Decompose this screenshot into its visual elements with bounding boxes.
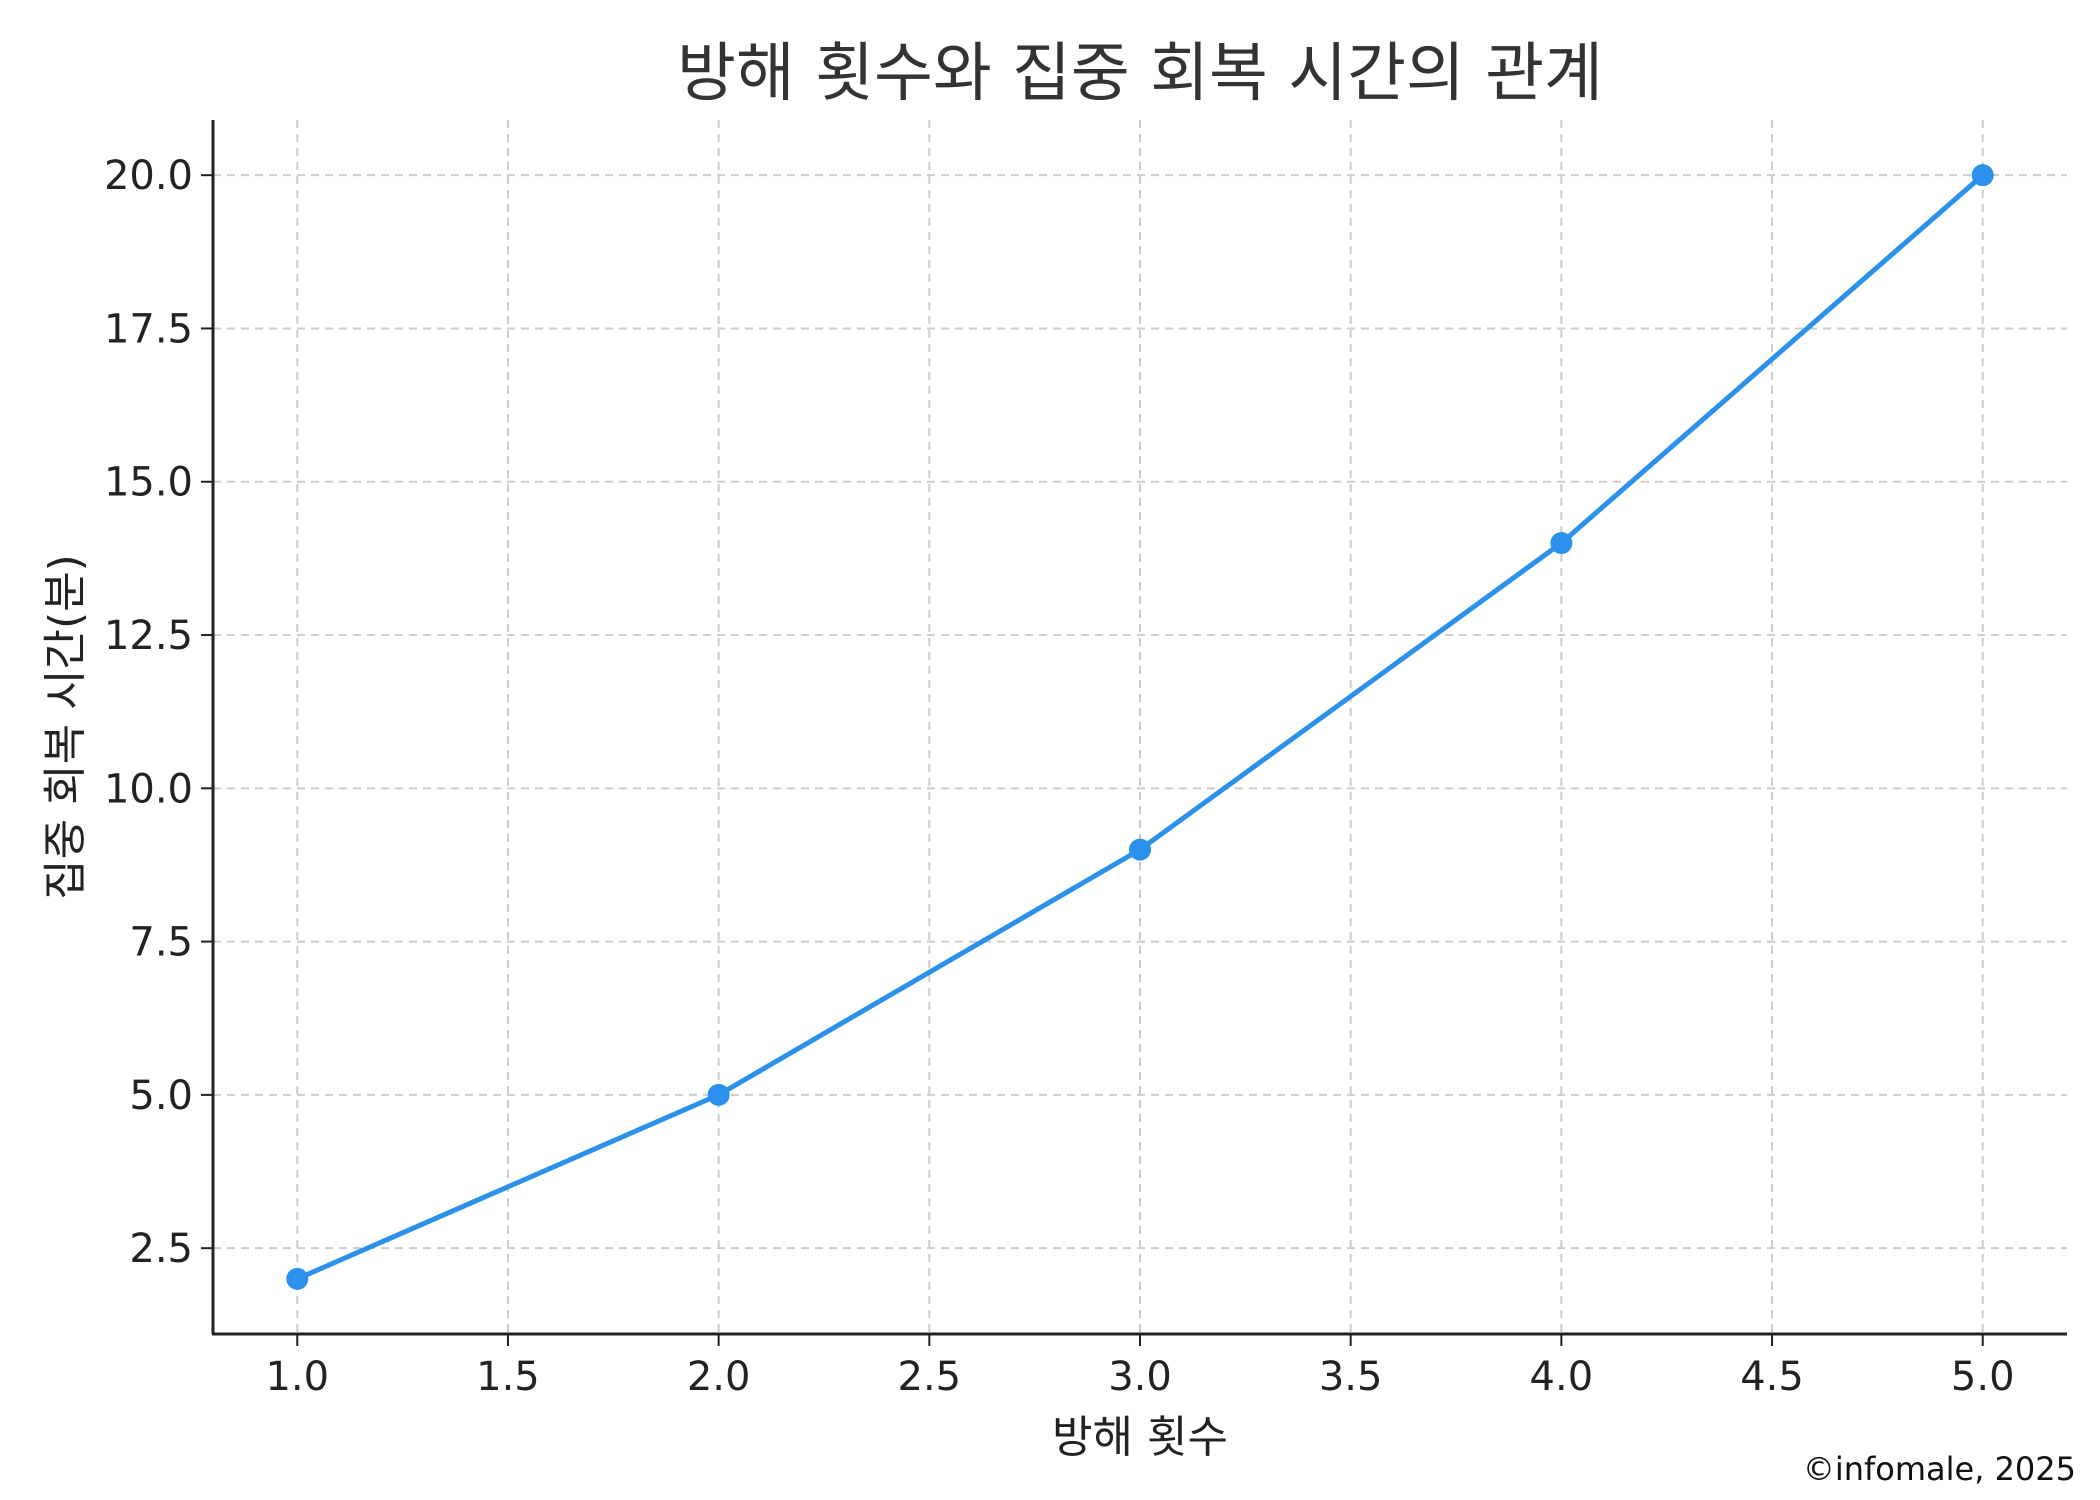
x-tick-label: 3.5	[1319, 1354, 1383, 1400]
chart-title: 방해 횟수와 집중 회복 시간의 관계	[677, 37, 1603, 111]
y-tick-label: 12.5	[104, 613, 193, 659]
y-tick-label: 7.5	[129, 920, 193, 966]
y-tick-label: 10.0	[104, 766, 193, 812]
x-tick-label: 1.0	[265, 1354, 329, 1400]
data-point	[707, 1083, 730, 1106]
x-tick-label: 1.5	[476, 1354, 540, 1400]
data-point	[1550, 532, 1573, 555]
x-axis-title: 방해 횟수	[1052, 1412, 1228, 1463]
x-tick-label: 5.0	[1951, 1354, 2015, 1400]
grid	[213, 120, 2067, 1334]
y-tick-label: 2.5	[129, 1226, 193, 1272]
x-tick-label: 2.5	[898, 1354, 962, 1400]
credit-text: ©infomale, 2025	[1803, 1450, 2076, 1488]
data-point	[286, 1267, 309, 1290]
series	[286, 164, 1994, 1290]
x-tick-label: 2.0	[687, 1354, 751, 1400]
x-tick-label: 3.0	[1108, 1354, 1172, 1400]
y-tick-label: 5.0	[129, 1073, 193, 1119]
x-tick-label: 4.5	[1740, 1354, 1804, 1400]
data-point	[1971, 164, 1994, 187]
y-tick-label: 20.0	[104, 153, 193, 199]
x-tick-label: 4.0	[1530, 1354, 1594, 1400]
y-axis-title: 집중 회복 시간(분)	[40, 554, 91, 900]
data-point	[1129, 838, 1151, 861]
x-ticks: 1.0 1.5 2.0 2.5 3.0 3.5 4.0 4.5 5.0	[265, 1334, 2015, 1400]
y-tick-label: 15.0	[104, 460, 193, 506]
y-tick-label: 17.5	[104, 306, 193, 352]
y-ticks: 2.5 5.0 7.5 10.0 12.5 15.0 17.5 20.0	[104, 153, 213, 1272]
